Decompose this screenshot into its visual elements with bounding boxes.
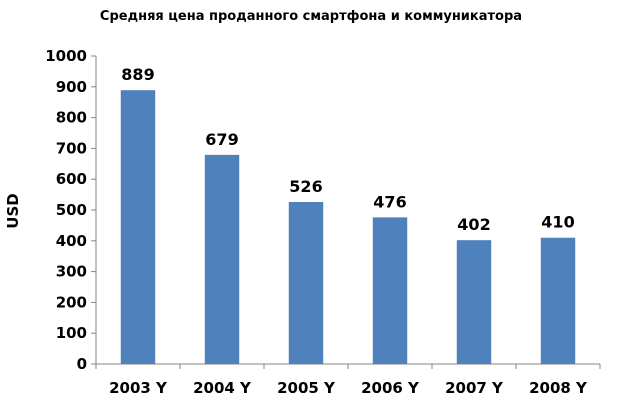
y-tick-label: 700 — [56, 139, 87, 157]
x-tick-label: 2006 Y — [361, 379, 420, 397]
y-tick-label: 100 — [56, 324, 87, 342]
bars: 889 679 526 476 402 410 — [120, 65, 576, 365]
bar-2006-y — [372, 217, 408, 364]
x-ticks: 2003 Y 2004 Y 2005 Y 2006 Y 2007 Y 2008 Y — [95, 364, 601, 397]
bar-2008-y — [540, 237, 576, 364]
y-tick-label: 900 — [56, 78, 87, 96]
data-label: 889 — [121, 65, 154, 84]
data-label: 476 — [373, 192, 406, 211]
y-axis-label: USD — [4, 193, 22, 228]
data-label: 526 — [289, 177, 322, 196]
y-tick-label: 800 — [56, 109, 87, 127]
y-tick-label: 600 — [56, 170, 87, 188]
y-tick-label: 500 — [56, 201, 87, 219]
bar-2007-y — [456, 240, 492, 364]
x-tick-label: 2005 Y — [277, 379, 336, 397]
data-label: 410 — [541, 213, 574, 232]
y-tick-label: 200 — [56, 293, 87, 311]
x-tick-label: 2007 Y — [445, 379, 504, 397]
x-tick-label: 2004 Y — [193, 379, 252, 397]
chart-title: Средняя цена проданного смартфона и комм… — [100, 9, 522, 24]
y-tick-label: 400 — [56, 232, 87, 250]
x-tick-label: 2008 Y — [529, 379, 588, 397]
y-tick-label: 1000 — [45, 47, 87, 65]
data-label: 679 — [205, 130, 238, 149]
y-tick-label: 300 — [56, 263, 87, 281]
x-tick-label: 2003 Y — [109, 379, 168, 397]
y-ticks: 0 100 200 300 400 500 600 700 800 900 1000 — [45, 47, 96, 373]
bar-2003-y — [120, 90, 156, 365]
y-tick-label: 0 — [77, 355, 87, 373]
bar-2005-y — [288, 201, 324, 364]
bar-2004-y — [204, 154, 240, 364]
data-label: 402 — [457, 215, 490, 234]
